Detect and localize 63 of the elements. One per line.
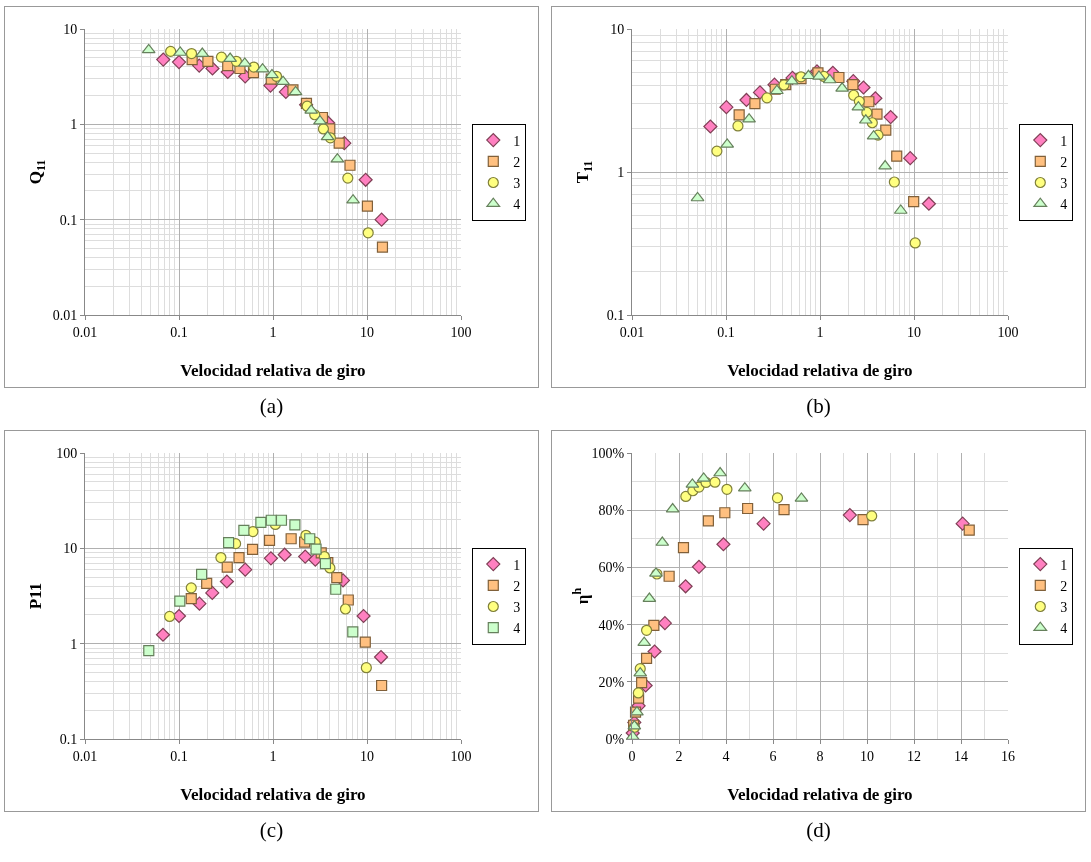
x-tick-label: 100 xyxy=(997,324,1019,340)
x-axis-title: Velocidad relativa de giro xyxy=(727,361,913,380)
x-tick-label: 10 xyxy=(360,324,374,340)
text: (b) xyxy=(805,393,832,420)
y-tick-label: 10 xyxy=(63,541,78,557)
legend-label: 2 xyxy=(513,578,521,594)
x-axis-title: Velocidad relativa de giro xyxy=(180,361,366,380)
y-tick-label: 10 xyxy=(610,21,625,37)
y-tick-label: 20% xyxy=(598,674,625,690)
y-tick-label: 0% xyxy=(605,731,625,747)
y-tick-label: 100 xyxy=(56,445,78,461)
x-tick-label: 4 xyxy=(722,748,730,764)
x-tick-label: 10 xyxy=(360,748,374,764)
x-tick-label: 1 xyxy=(269,324,277,340)
x-tick-label: 0 xyxy=(628,748,636,764)
legend-label: 1 xyxy=(1060,557,1068,573)
x-tick-label: 0.1 xyxy=(170,748,188,764)
legend-label: 3 xyxy=(1060,599,1068,615)
legend-label: 1 xyxy=(513,557,521,573)
legend-label: 1 xyxy=(1060,133,1068,149)
x-tick-label: 0.1 xyxy=(170,324,188,340)
x-tick-label: 100 xyxy=(450,748,472,764)
y-tick-label: 100% xyxy=(591,445,625,461)
y-tick-label: 0.1 xyxy=(59,212,78,228)
x-tick-label: 6 xyxy=(769,748,777,764)
y-tick-label: 60% xyxy=(598,560,625,576)
y-tick-label: 0.01 xyxy=(52,307,78,323)
x-tick-label: 1 xyxy=(816,324,824,340)
x-tick-label: 100 xyxy=(450,324,472,340)
x-axis-title: Velocidad relativa de giro xyxy=(727,785,913,804)
legend-label: 3 xyxy=(513,175,521,191)
x-tick-label: 10 xyxy=(907,324,921,340)
y-tick-label: 1 xyxy=(70,117,78,133)
y-tick-label: 10 xyxy=(63,21,78,37)
legend-label: 3 xyxy=(1060,175,1068,191)
legend-label: 2 xyxy=(513,154,521,170)
x-tick-label: 0.1 xyxy=(717,324,735,340)
text: (d) xyxy=(805,817,832,844)
legend-label: 2 xyxy=(1060,154,1068,170)
x-tick-label: 2 xyxy=(675,748,683,764)
legend-label: 2 xyxy=(1060,578,1068,594)
legend-label: 4 xyxy=(1060,197,1068,213)
legend-label: 4 xyxy=(513,197,521,213)
legend-label: 1 xyxy=(513,133,521,149)
x-tick-label: 12 xyxy=(907,748,921,764)
text: (c) xyxy=(258,817,285,844)
y-tick-label: 80% xyxy=(598,503,625,519)
y-tick-label: 0.1 xyxy=(606,307,625,323)
x-axis-title: Velocidad relativa de giro xyxy=(180,785,366,804)
x-tick-label: 1 xyxy=(269,748,277,764)
legend-label: 4 xyxy=(513,621,521,637)
y-tick-label: 1 xyxy=(70,636,78,652)
y-tick-label: 1 xyxy=(617,164,625,180)
y-tick-label: 0.1 xyxy=(59,731,78,747)
x-tick-label: 10 xyxy=(860,748,874,764)
x-tick-label: 16 xyxy=(1001,748,1015,764)
x-tick-label: 14 xyxy=(954,748,968,764)
legend-label: 4 xyxy=(1060,621,1068,637)
text: (a) xyxy=(258,393,285,420)
legend-label: 3 xyxy=(513,599,521,615)
y-tick-label: 40% xyxy=(598,617,625,633)
y-axis-title: P11 xyxy=(26,582,45,610)
x-tick-label: 8 xyxy=(816,748,824,764)
